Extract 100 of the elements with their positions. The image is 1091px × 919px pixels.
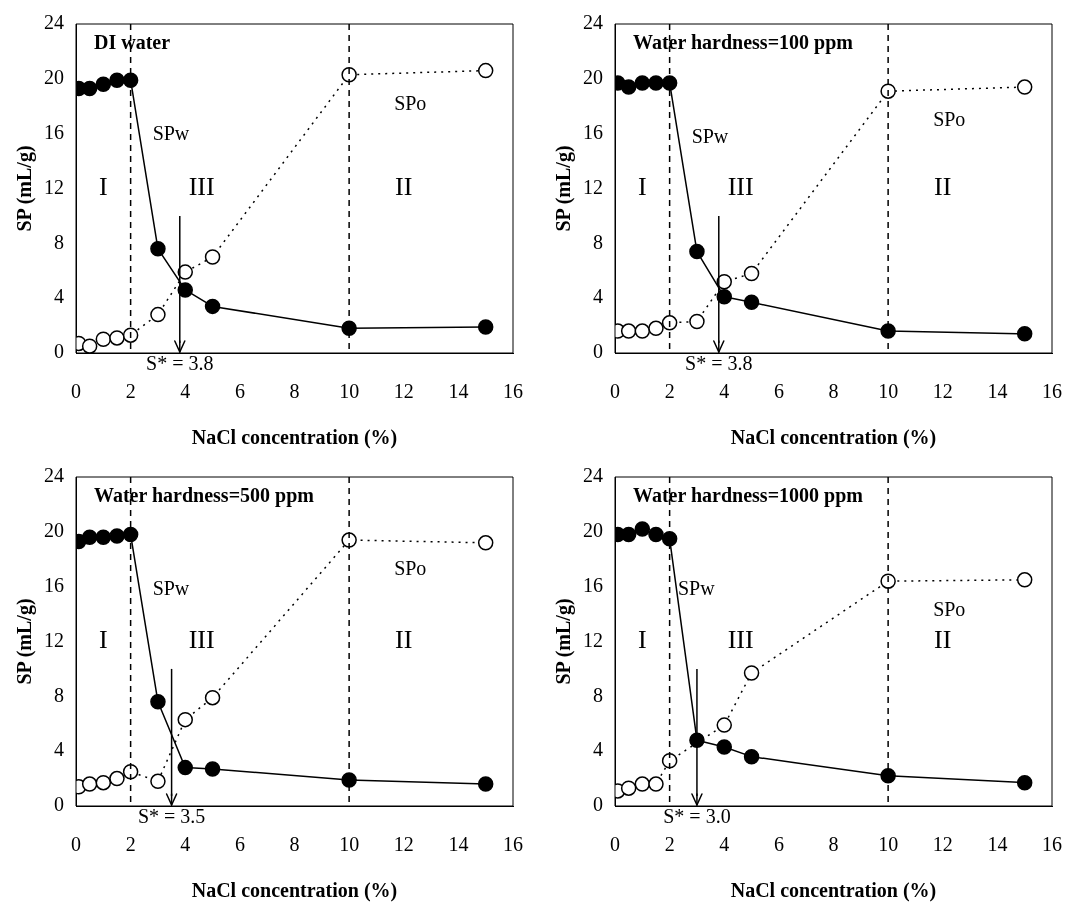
y-tick-label: 0 [593, 793, 603, 816]
x-axis-title: NaCl concentration (%) [730, 426, 937, 450]
y-axis-title: SP (mL/g) [13, 145, 37, 232]
ref-line-label: S* = 3.8 [685, 352, 753, 375]
ref-line-label: S* = 3.0 [663, 805, 731, 828]
x-axis-title: NaCl concentration (%) [191, 879, 398, 903]
y-tick-label: 24 [583, 11, 603, 34]
x-tick-label: 12 [393, 380, 414, 403]
y-tick-label: 0 [593, 340, 603, 363]
x-tick-label: 2 [125, 833, 136, 856]
x-tick-label: 16 [1042, 833, 1062, 856]
y-tick-label: 12 [583, 175, 603, 198]
chart-title: DI water [94, 31, 171, 54]
x-tick-label: 6 [773, 833, 784, 856]
x-tick-label: 4 [719, 833, 730, 856]
chart-title: Water hardness=100 ppm [633, 31, 854, 55]
x-axis-title: NaCl concentration (%) [730, 879, 937, 903]
x-tick-label: 10 [878, 380, 899, 403]
x-tick-label: 14 [448, 833, 469, 856]
x-tick-label: 6 [234, 380, 245, 403]
ref-line-label: S* = 3.8 [146, 352, 214, 375]
x-tick-label: 10 [339, 380, 360, 403]
chart-title: Water hardness=500 ppm [94, 484, 315, 508]
chart-title: Water hardness=1000 ppm [633, 484, 864, 508]
x-tick-label: 8 [828, 833, 839, 856]
series-label: SPo [933, 598, 966, 621]
series-label: SPo [933, 108, 966, 131]
annotation: II [934, 172, 952, 202]
y-tick-label: 8 [593, 230, 603, 253]
y-tick-label: 12 [44, 175, 64, 198]
y-tick-label: 24 [583, 464, 603, 487]
y-tick-label: 8 [593, 683, 603, 706]
y-tick-label: 16 [44, 120, 64, 143]
annotation: I [637, 625, 647, 655]
y-tick-label: 0 [54, 793, 64, 816]
x-tick-label: 4 [719, 380, 730, 403]
y-tick-label: 0 [54, 340, 64, 363]
x-tick-label: 8 [289, 833, 300, 856]
y-tick-label: 20 [44, 519, 64, 542]
x-tick-label: 16 [1042, 380, 1062, 403]
series-label: SPw [677, 576, 716, 599]
x-tick-label: 2 [664, 833, 675, 856]
x-tick-label: 6 [773, 380, 784, 403]
x-tick-label: 10 [339, 833, 360, 856]
x-tick-label: 8 [828, 380, 839, 403]
y-tick-label: 20 [583, 519, 603, 542]
x-tick-label: 4 [180, 380, 191, 403]
annotation: I [98, 625, 108, 655]
x-tick-label: 14 [448, 380, 469, 403]
y-tick-label: 20 [583, 66, 603, 89]
y-axis-title: SP (mL/g) [13, 598, 37, 685]
y-tick-label: 24 [44, 11, 64, 34]
annotation: I [637, 172, 647, 202]
x-axis-title: NaCl concentration (%) [191, 426, 398, 450]
y-tick-label: 16 [583, 573, 603, 596]
ref-line-label: S* = 3.5 [137, 805, 206, 828]
x-tick-label: 12 [393, 833, 414, 856]
annotation: III [727, 172, 754, 202]
series-label: SPo [394, 91, 427, 114]
x-tick-label: 14 [987, 380, 1008, 403]
y-tick-label: 20 [44, 66, 64, 89]
y-tick-label: 16 [44, 573, 64, 596]
series-label: SPw [152, 122, 190, 145]
y-tick-label: 16 [583, 120, 603, 143]
y-axis-title: SP (mL/g) [552, 598, 576, 685]
y-tick-label: 4 [593, 285, 603, 308]
x-tick-label: 0 [610, 380, 620, 403]
y-tick-label: 12 [44, 628, 64, 651]
series-label: SPo [394, 557, 427, 580]
y-tick-label: 24 [44, 464, 64, 487]
x-tick-label: 4 [180, 833, 191, 856]
annotation: II [934, 625, 952, 655]
annotation: I [98, 172, 108, 202]
y-tick-label: 4 [593, 738, 603, 761]
y-tick-label: 12 [583, 628, 603, 651]
x-tick-label: 16 [503, 833, 523, 856]
x-tick-label: 16 [503, 380, 523, 403]
x-tick-label: 2 [664, 380, 675, 403]
x-tick-label: 0 [71, 380, 81, 403]
x-tick-label: 6 [234, 833, 245, 856]
series-label: SPw [152, 576, 190, 599]
x-tick-label: 0 [71, 833, 81, 856]
x-tick-label: 2 [125, 380, 136, 403]
x-tick-label: 14 [987, 833, 1008, 856]
y-tick-label: 4 [54, 738, 64, 761]
x-tick-label: 0 [610, 833, 620, 856]
annotation: III [727, 625, 754, 655]
annotation: II [395, 625, 413, 655]
y-tick-label: 8 [54, 230, 64, 253]
x-tick-label: 8 [289, 380, 300, 403]
y-tick-label: 4 [54, 285, 64, 308]
y-axis-title: SP (mL/g) [552, 145, 576, 232]
x-tick-label: 12 [932, 833, 953, 856]
annotation: III [188, 172, 215, 202]
annotation: III [188, 625, 215, 655]
x-tick-label: 10 [878, 833, 899, 856]
y-tick-label: 8 [54, 683, 64, 706]
x-tick-label: 12 [932, 380, 953, 403]
series-label: SPw [691, 125, 729, 148]
annotation: II [395, 172, 413, 202]
